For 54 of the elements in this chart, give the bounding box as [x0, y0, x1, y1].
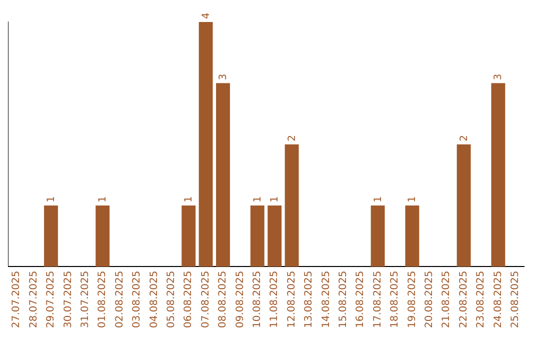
x-tick-label: 18.08.2025	[390, 270, 401, 328]
bar	[456, 144, 471, 267]
x-tick-label: 10.08.2025	[252, 270, 263, 328]
data-label: 1	[407, 196, 418, 203]
x-tick-label: 01.08.2025	[97, 270, 108, 328]
data-label: 1	[184, 196, 195, 203]
x-tick-label: 23.08.2025	[476, 270, 487, 328]
bar	[96, 206, 110, 267]
x-tick-label: 25.08.2025	[510, 270, 521, 328]
x-tick-label: 13.08.2025	[304, 270, 315, 328]
x-tick-label: 24.08.2025	[492, 270, 504, 328]
x-tick-label: 03.08.2025	[132, 270, 143, 328]
data-label: 1	[372, 196, 384, 203]
x-tick-label: 22.08.2025	[458, 270, 470, 328]
bar	[198, 22, 213, 267]
x-tick-label: 29.07.2025	[46, 270, 57, 328]
data-label: 1	[252, 196, 264, 203]
bar	[491, 83, 506, 267]
bar	[182, 206, 196, 267]
x-tick-label: 15.08.2025	[338, 270, 349, 328]
bar	[250, 206, 264, 267]
x-tick-label: 12.08.2025	[286, 270, 298, 328]
data-label: 1	[46, 196, 57, 203]
x-tick-label: 08.08.2025	[218, 270, 229, 328]
x-tick-label: 14.08.2025	[320, 270, 332, 328]
x-tick-label: 04.08.2025	[148, 270, 160, 328]
bar	[405, 206, 420, 267]
x-tick-label: 02.08.2025	[114, 270, 126, 328]
x-tick-label: 11.08.2025	[269, 270, 280, 328]
x-tick-label: 30.07.2025	[62, 270, 74, 328]
data-label: 2	[286, 134, 298, 142]
data-label: 4	[200, 12, 212, 19]
x-tick-label: 20.08.2025	[424, 270, 435, 328]
bar	[284, 144, 299, 267]
bar	[268, 206, 282, 267]
x-tick-label: 06.08.2025	[183, 270, 194, 328]
x-tick-label: 19.08.2025	[406, 270, 418, 328]
x-tick-label: 07.08.2025	[200, 270, 212, 328]
x-tick-label: 21.08.2025	[441, 270, 452, 328]
x-tick-label: 16.08.2025	[355, 270, 366, 328]
bar	[370, 206, 385, 267]
bar	[216, 83, 230, 267]
bar	[44, 206, 58, 267]
x-tick-label: 05.08.2025	[166, 270, 177, 328]
data-label: 1	[270, 196, 281, 203]
x-tick-label: 27.07.2025	[11, 270, 22, 328]
data-label: 3	[493, 74, 504, 80]
x-tick-label: 09.08.2025	[234, 270, 246, 328]
x-tick-label: 28.07.2025	[28, 270, 40, 328]
data-label: 3	[218, 74, 229, 80]
x-tick-label: 17.08.2025	[372, 270, 384, 328]
data-label: 2	[458, 134, 470, 142]
data-label: 1	[98, 196, 109, 203]
x-tick-label: 31.07.2025	[80, 270, 91, 328]
